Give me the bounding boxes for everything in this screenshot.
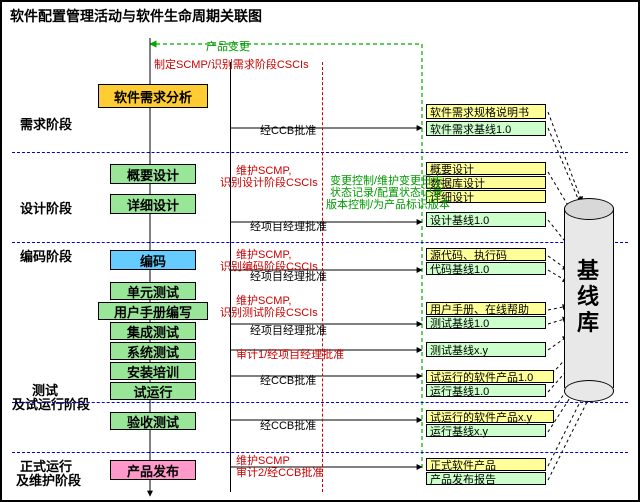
diagram-canvas: 软件配置管理活动与软件生命周期关联图 需求阶段设计阶段编码阶段测试及试运行阶段正…: [0, 0, 640, 502]
output-box: 软件需求基线1.0: [426, 121, 546, 136]
annotation: 经CCB批准: [260, 372, 316, 388]
phase-label: 编码阶段: [20, 246, 72, 265]
annotation: 产品变更: [206, 38, 250, 54]
diagram-title: 软件配置管理活动与软件生命周期关联图: [10, 6, 262, 26]
output-box: 测试基线1.0: [426, 316, 546, 329]
output-box: 试运行的软件产品x.y: [426, 410, 554, 423]
activity-manual: 用户手册编写: [98, 302, 208, 320]
activity-req: 软件需求分析: [98, 84, 208, 108]
phase-separator: [12, 402, 628, 403]
annotation: 经CCB批准: [260, 417, 316, 433]
output-box: 代码基线1.0: [426, 262, 546, 275]
activity-sys: 系统测试: [110, 342, 196, 360]
output-box: 试运行的软件产品1.0: [426, 370, 554, 383]
activity-code: 编码: [110, 250, 196, 270]
phase-label: 设计阶段: [20, 198, 72, 217]
output-box: 测试基线x.y: [426, 342, 546, 357]
annotation: 经项目经理批准: [250, 268, 327, 284]
annotation: 识别设计阶段CSCIs: [220, 174, 318, 190]
output-box: 源代码、执行码: [426, 248, 546, 261]
phase-label: 需求阶段: [20, 114, 72, 133]
output-box: 运行基线x.y: [426, 424, 546, 437]
activity-integ: 集成测试: [110, 322, 196, 340]
output-box: 设计基线1.0: [426, 212, 546, 227]
phase-label: 及维护阶段: [16, 470, 81, 489]
output-box: 运行基线1.0: [426, 384, 546, 397]
solid-lifeline: [230, 62, 231, 492]
activity-trial: 试运行: [110, 382, 196, 400]
activity-detail: 详细设计: [110, 194, 196, 214]
baseline-repository-label: 基 线 库: [564, 258, 612, 336]
annotation: 经项目经理批准: [250, 322, 327, 338]
activity-unit: 单元测试: [110, 282, 196, 300]
activity-accept: 验收测试: [110, 412, 196, 430]
activity-release: 产品发布: [110, 460, 196, 480]
phase-separator: [12, 152, 628, 153]
annotation: 识别测试阶段CSCIs: [220, 304, 318, 320]
phase-label: 及试运行阶段: [12, 394, 90, 413]
annotation: 审计1/经项目经理批准: [236, 346, 344, 362]
activity-install: 安装培训: [110, 362, 196, 380]
phase-separator: [12, 242, 628, 243]
activity-outline: 概要设计: [110, 164, 196, 184]
annotation: 经CCB批准: [260, 122, 316, 138]
output-box: 软件需求规格说明书: [426, 104, 546, 119]
phase-separator: [12, 452, 628, 453]
output-box: 用户手册、在线帮助: [426, 302, 546, 315]
annotation: 版本控制/为产品标识版本: [326, 196, 450, 212]
output-box: 正式软件产品: [426, 458, 546, 471]
annotation: 经项目经理批准: [250, 218, 327, 234]
output-box: 数据库设计: [426, 176, 546, 189]
output-box: 产品发布报告: [426, 472, 546, 485]
annotation: 审计2/经CCB批准: [236, 464, 323, 480]
annotation: 制定SCMP/识别需求阶段CSCIs: [154, 56, 309, 72]
output-box: 概要设计: [426, 162, 546, 175]
